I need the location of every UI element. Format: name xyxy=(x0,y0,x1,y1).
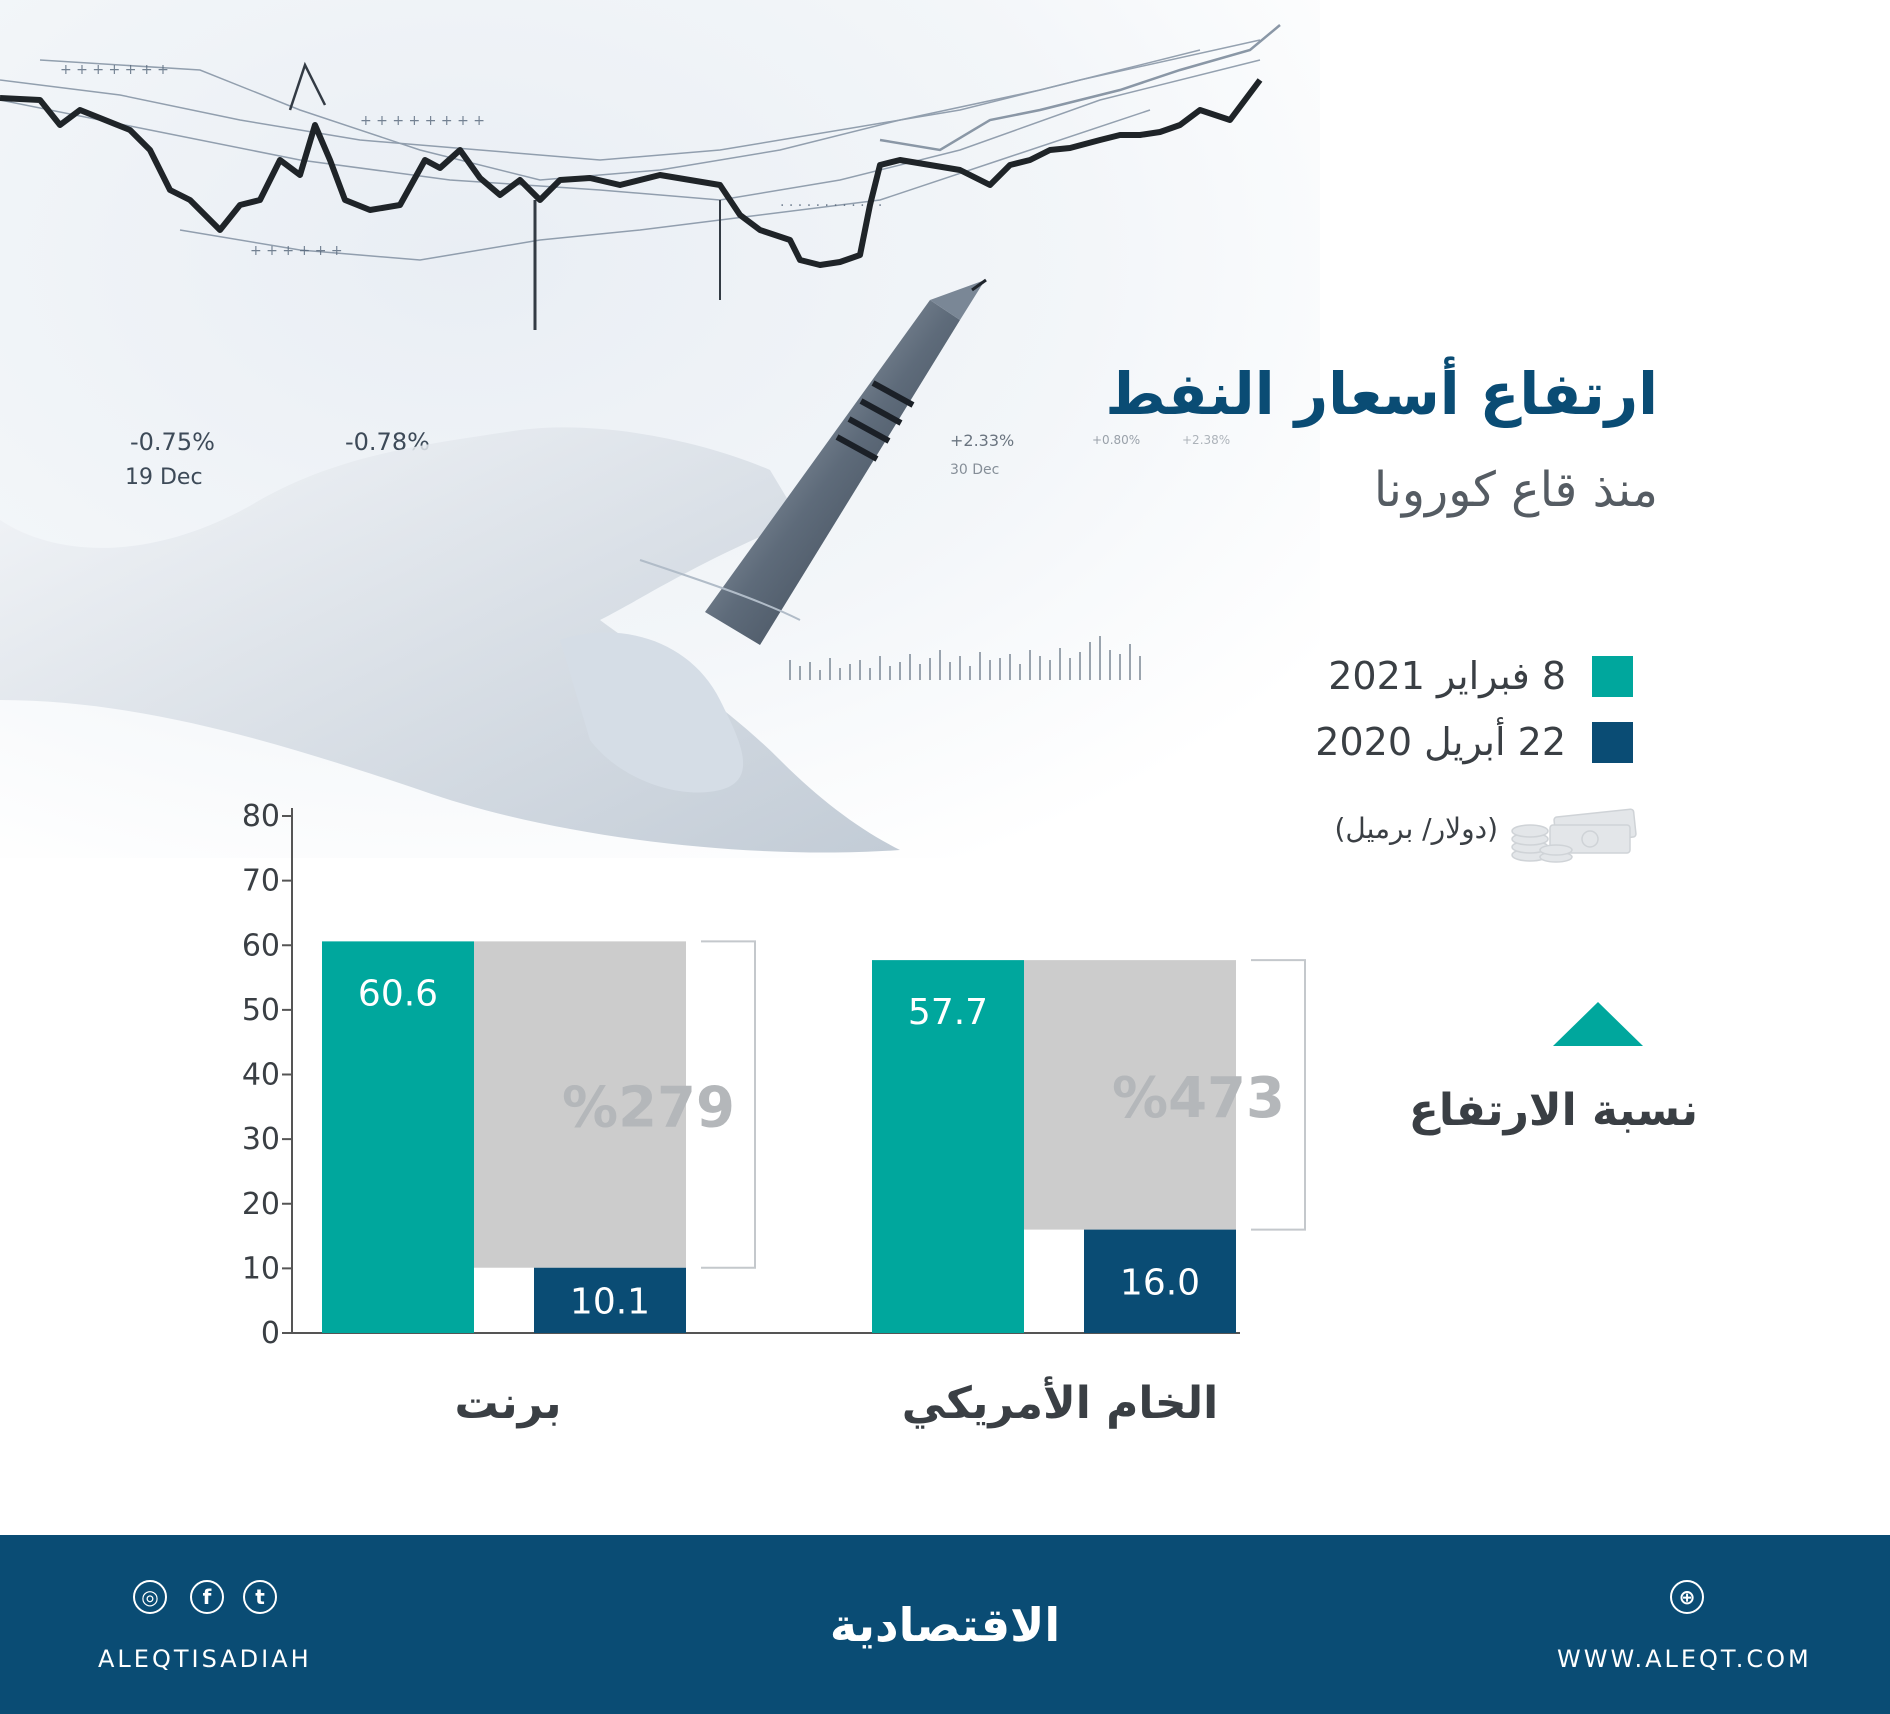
increase-percentage: %279 xyxy=(562,1076,735,1141)
legend-label-feb-2021: 8 فبراير 2021 xyxy=(1328,654,1566,698)
increase-triangle-icon xyxy=(1553,1002,1643,1046)
y-tick-label: 40 xyxy=(242,1058,280,1093)
y-tick-label: 70 xyxy=(242,864,280,899)
bar-feb-2021 xyxy=(322,941,474,1333)
background-stock-chart-image: + + + + + + + + + + + + + + + + + + + + … xyxy=(0,0,1320,860)
legend-swatch-navy xyxy=(1592,721,1633,763)
footer-bar: ◎ f t ALEQTISADIAH الاقتصادية ⊕ WWW.ALEQ… xyxy=(0,1535,1890,1714)
category-label: برنت xyxy=(455,1378,562,1429)
y-tick-label: 60 xyxy=(242,928,280,963)
bar-value-label: 10.1 xyxy=(570,1281,650,1322)
y-tick-label: 20 xyxy=(242,1187,280,1222)
bar-apr-2020 xyxy=(1084,1229,1236,1333)
bar-apr-2020 xyxy=(534,1267,686,1333)
svg-text:+ + + + + +: + + + + + + xyxy=(250,243,343,259)
globe-icon[interactable]: ⊕ xyxy=(1670,1580,1704,1614)
legend-label-apr-2020: 22 أبريل 2020 xyxy=(1315,720,1566,764)
website-url[interactable]: WWW.ALEQT.COM xyxy=(1557,1645,1812,1673)
ticker-pct-4: +0.80% xyxy=(1092,433,1140,447)
social-handle[interactable]: ALEQTISADIAH xyxy=(98,1645,312,1673)
ticker-pct-1: -0.75% xyxy=(130,428,215,456)
difference-bar xyxy=(1024,960,1236,1230)
ticker-pct-5: +2.38% xyxy=(1182,433,1230,447)
facebook-icon[interactable]: f xyxy=(190,1580,224,1614)
bar-value-label: 57.7 xyxy=(908,992,988,1033)
instagram-icon[interactable]: ◎ xyxy=(133,1580,167,1614)
y-tick-label: 0 xyxy=(261,1316,280,1351)
y-tick-label: 30 xyxy=(242,1122,280,1157)
unit-label: (دولار/ برميل) xyxy=(1334,812,1498,845)
legend-item-apr-2020: 22 أبريل 2020 xyxy=(1315,720,1633,764)
y-tick-label: 50 xyxy=(242,993,280,1028)
svg-text:· · · · · · · · · · · ·: · · · · · · · · · · · · xyxy=(780,198,882,214)
y-tick-label: 10 xyxy=(242,1251,280,1286)
increase-percentage: %473 xyxy=(1112,1066,1285,1131)
svg-text:+ + + + + + +: + + + + + + + xyxy=(60,62,169,78)
category-label: الخام الأمريكي xyxy=(902,1376,1219,1429)
bar-feb-2021 xyxy=(872,960,1024,1333)
bar-value-label: 16.0 xyxy=(1120,1262,1200,1303)
chart-title: ارتفاع أسعار النفط xyxy=(1105,360,1658,428)
difference-bar xyxy=(474,941,686,1268)
bar-chart: 0 10 20 30 40 50 60 70 80 60.6 10.1 %279 برنت 57.7 16.… xyxy=(242,799,1306,1429)
money-coins-icon xyxy=(1511,808,1637,863)
svg-text:+ + + + + + + +: + + + + + + + + xyxy=(360,113,485,129)
increase-bracket xyxy=(1251,959,1306,1231)
ticker-pct-3: +2.33% xyxy=(950,431,1014,450)
chart-subtitle: منذ قاع كورونا xyxy=(1373,462,1658,518)
increase-bracket xyxy=(701,940,756,1269)
y-tick-label: 80 xyxy=(242,799,280,834)
bar-value-label: 60.6 xyxy=(358,973,438,1014)
legend-item-feb-2021: 8 فبراير 2021 xyxy=(1328,654,1633,698)
legend-swatch-teal xyxy=(1592,655,1633,697)
twitter-icon[interactable]: t xyxy=(243,1580,277,1614)
brand-logo: الاقتصادية xyxy=(829,1598,1061,1652)
ticker-date-3: 30 Dec xyxy=(950,462,999,478)
ticker-date-1: 19 Dec xyxy=(125,465,203,490)
increase-rate-label: نسبة الارتفاع xyxy=(1408,1085,1698,1136)
